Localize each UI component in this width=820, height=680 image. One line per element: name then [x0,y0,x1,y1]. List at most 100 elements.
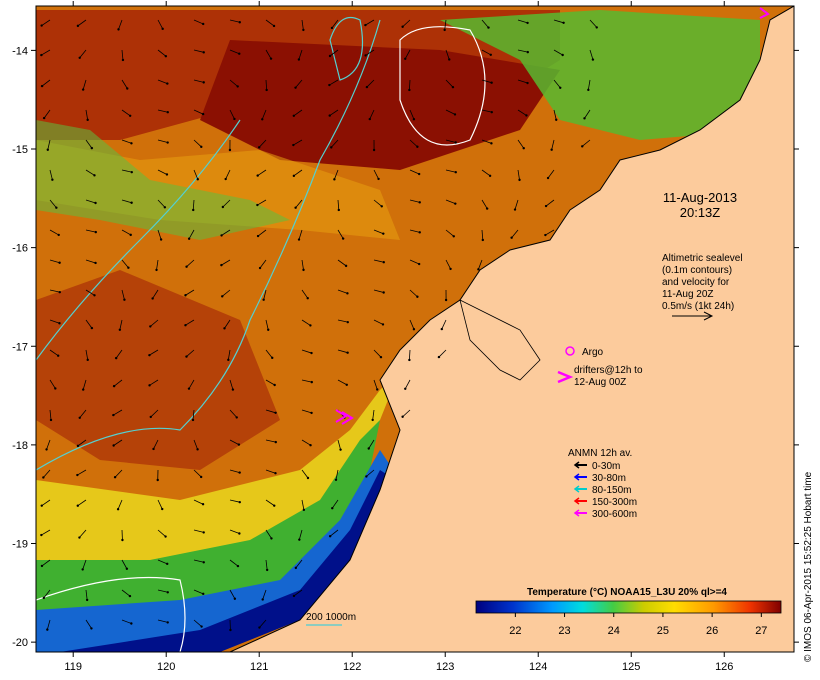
velocity-arrow [373,319,384,325]
velocity-arrow [331,19,339,29]
velocity-arrow [553,49,563,56]
velocity-arrowhead [45,448,48,451]
velocity-arrow [193,169,199,180]
velocity-arrowhead [236,564,240,568]
velocity-arrowhead [444,298,448,302]
velocity-arrow [121,259,129,268]
velocity-arrowhead [562,21,565,25]
velocity-arrow [149,349,159,356]
velocity-arrow [77,19,87,27]
velocity-arrowhead [113,476,117,479]
velocity-arrowhead [196,178,199,181]
velocity-arrow [157,79,168,84]
velocity-arrow [295,199,303,208]
velocity-arrowhead [328,114,331,117]
velocity-arrowhead [401,415,404,418]
velocity-arrow [43,469,51,478]
velocity-arrow [301,19,304,30]
velocity-arrow [301,469,309,479]
anmn-label: 30-80m [592,473,626,484]
velocity-arrowhead [454,141,457,144]
velocity-arrow [121,109,131,117]
velocity-arrow [221,229,231,236]
velocity-arrowhead [85,598,89,602]
date-line2: 20:13Z [680,205,721,220]
velocity-arrowhead [294,206,297,209]
velocity-arrow [365,49,375,56]
velocity-arrow [409,289,418,298]
velocity-arrow [481,109,492,113]
velocity-arrowhead [163,206,167,209]
velocity-arrowhead [237,443,241,446]
velocity-arrow [301,409,312,414]
velocity-arrowhead [257,146,261,149]
velocity-arrow [438,349,447,358]
velocity-arrow [121,199,132,204]
velocity-arrow [373,199,383,207]
velocity-arrowhead [40,533,43,537]
velocity-arrowhead [78,416,81,420]
velocity-arrow [82,559,87,570]
velocity-arrowhead [58,322,61,325]
velocity-arrow [49,259,60,264]
velocity-arrow [265,559,268,570]
colorbar-title: Temperature (°C) NOAA15_L3U 20% ql>=4 [527,587,727,598]
velocity-arrow [265,19,275,27]
altimetry-line: and velocity for [662,277,730,288]
velocity-arrow [157,499,163,510]
plot-frame [35,5,795,653]
x-tick-label: 124 [529,661,547,673]
altimetry-line: 11-Aug 20Z [662,289,714,300]
velocity-arrow [257,229,267,237]
drifter-track [335,409,354,425]
velocity-arrowhead [261,598,264,601]
velocity-arrow [85,349,89,360]
blue-band-coast [36,450,390,652]
velocity-arrowhead [123,298,126,301]
velocity-arrowhead [51,178,54,181]
velocity-arrowhead [130,170,133,174]
velocity-arrowhead [148,384,151,387]
velocity-arrow [265,499,275,506]
velocity-arrow [49,229,59,236]
velocity-arrowhead [292,594,296,598]
y-tick-label: -16 [12,243,28,255]
velocity-arrowhead [440,327,444,331]
velocity-arrowhead [302,268,305,272]
velocity-arrowhead [76,473,79,477]
velocity-arrowhead [306,476,310,480]
velocity-arrowhead [330,146,333,149]
x-tick-label: 123 [436,661,454,673]
velocity-arrow [229,379,234,390]
x-axis: 119 120 121 122 123 124 125 126 [64,1,733,673]
velocity-arrowhead [127,266,130,269]
velocity-arrow [298,229,303,240]
velocity-arrowhead [380,205,383,208]
velocity-arrow [337,289,348,294]
velocity-arrowhead [76,444,80,448]
velocity-arrow [366,79,375,88]
velocity-arrow [409,259,420,265]
velocity-arrowhead [185,355,188,358]
velocity-arrowhead [200,145,203,149]
velocity-arrow [85,259,96,264]
velocity-arrow [373,349,382,358]
velocity-arrowhead [377,177,380,181]
velocity-arrowhead [274,440,277,444]
velocity-arrowhead [372,148,376,152]
velocity-arrowhead [302,28,305,32]
anmn-arrowhead-icon [573,461,580,469]
land-dampier-peninsula [459,299,541,381]
velocity-arrow [517,139,525,149]
velocity-arrowhead [269,57,273,60]
velocity-arrow [157,169,168,175]
velocity-arrow [478,259,483,270]
velocity-arrowhead [201,112,205,116]
velocity-arrow [481,169,491,177]
velocity-arrowhead [490,81,493,84]
velocity-arrow [409,319,415,330]
velocity-arrow [229,409,238,418]
velocity-arrow [121,619,132,624]
velocity-arrowhead [159,238,163,241]
velocity-arrowhead [559,86,562,90]
